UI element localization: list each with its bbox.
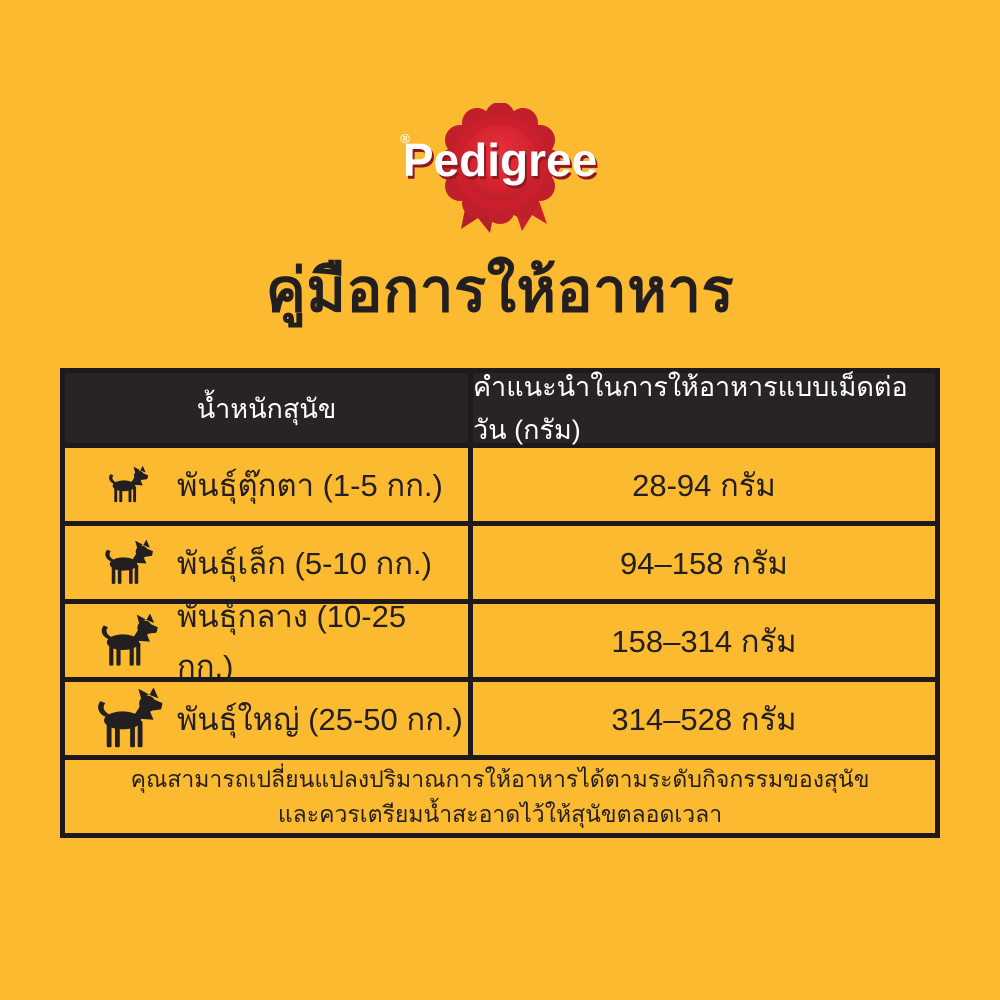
header-dog-weight: น้ำหนักสุนัข [65,373,468,443]
table-row-medium-breed: พันธุ์กลาง (10-25 กก.) [65,599,468,684]
medium-dog-icon [75,614,177,668]
feeding-note-line1: คุณสามารถเปลี่ยนแปลงปริมาณการให้อาหารได้… [130,765,870,792]
small-dog-icon [75,540,177,586]
feeding-note-line2: และควรเตรียมน้ำสะอาดไว้ให้สุนัขตลอดเวลา [277,800,723,827]
breed-label: พันธุ์ตุ๊กตา (1-5 กก.) [177,467,443,503]
table-row-toy-breed: พันธุ์ตุ๊กตา (1-5 กก.) [65,448,468,521]
large-dog-icon [75,688,177,750]
amount-value: 94–158 กรัม [473,526,935,599]
header-feed-amount: คำแนะนำในการให้อาหารแบบเม็ดต่อวัน (กรัม) [473,372,935,445]
brand-wordmark: Pedigree [403,134,597,186]
breed-label: พันธุ์ใหญ่ (25-50 กก.) [177,701,463,737]
feeding-guide-table: น้ำหนักสุนัข คำแนะนำในการให้อาหารแบบเม็ด… [60,368,940,838]
amount-value: 28-94 กรัม [473,448,935,521]
table-row-large-breed: พันธุ์ใหญ่ (25-50 กก.) [65,682,468,755]
brand-logo: Pedigree Pedigree ® [0,0,1000,241]
page-title: คู่มือการให้อาหาร [265,257,735,324]
amount-value: 158–314 กรัม [473,604,935,677]
brand-wordmark-shadow: Pedigree [405,137,599,189]
table-row-small-breed: พันธุ์เล็ก (5-10 กก.) [65,526,468,599]
breed-label: พันธุ์เล็ก (5-10 กก.) [177,545,432,581]
feeding-note: คุณสามารถเปลี่ยนแปลงปริมาณการให้อาหารได้… [65,760,935,833]
toy-dog-icon [75,466,177,504]
registered-trademark-symbol: ® [400,131,410,146]
breed-label: พันธุ์กลาง (10-25 กก.) [177,598,407,684]
amount-value: 314–528 กรัม [473,682,935,755]
rosette-ribbon-icon: Pedigree Pedigree ® [400,103,599,233]
